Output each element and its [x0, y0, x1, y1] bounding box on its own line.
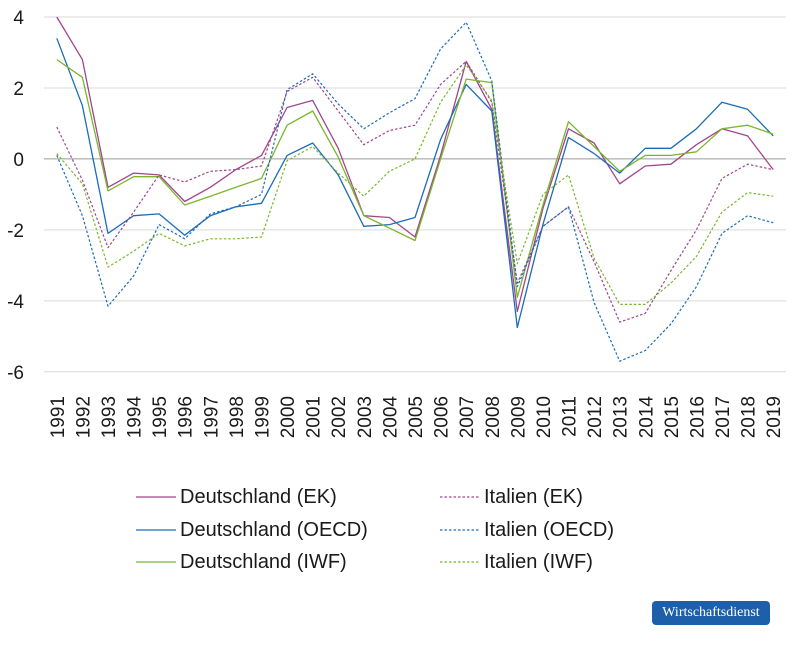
- x-tick-label: 2018: [739, 396, 760, 438]
- x-tick-label: 2019: [764, 396, 785, 438]
- x-tick-label: 1996: [176, 396, 197, 438]
- series-line-deutschland-oecd: [56, 38, 774, 329]
- x-tick-label: 2004: [380, 396, 401, 439]
- x-tick-label: 1993: [99, 396, 120, 438]
- x-tick-label: 2005: [406, 396, 427, 438]
- x-tick-label: 1992: [73, 396, 94, 438]
- y-tick-label: -2: [7, 221, 24, 242]
- y-tick-label: 4: [13, 8, 24, 29]
- x-tick-label: 1995: [150, 396, 171, 438]
- x-tick-label: 1998: [227, 396, 248, 438]
- x-tick-label: 2013: [611, 396, 632, 438]
- x-tick-label: 2015: [662, 396, 683, 438]
- series-line-italien-ek: [56, 60, 774, 323]
- legend: Deutschland (EK) Italien (EK) Deutschland …: [136, 486, 614, 573]
- x-tick-label: 2010: [534, 396, 555, 438]
- legend-label-italien-ek: Italien (EK): [484, 486, 583, 508]
- x-tick-label: 2001: [304, 396, 325, 438]
- x-tick-label: 1991: [48, 396, 69, 438]
- y-tick-label: 2: [13, 79, 24, 100]
- series-line-deutschland-iwf: [56, 59, 774, 298]
- gridlines: [44, 16, 786, 373]
- legend-label-deutschland-oecd: Deutschland (OECD): [180, 519, 368, 541]
- y-tick-label: 0: [13, 150, 24, 171]
- x-axis: 1991 1992 1993 1994 1995 1996 1997 1998 1999 2000…: [48, 396, 785, 439]
- x-tick-label: 1999: [252, 396, 273, 438]
- y-axis: -6 -4 -2 0 2 4: [7, 8, 24, 384]
- x-tick-label: 2002: [329, 396, 350, 438]
- legend-label-deutschland-ek: Deutschland (EK): [180, 486, 337, 508]
- source-badge: Wirtschaftsdienst: [652, 601, 770, 625]
- x-tick-label: 2003: [355, 396, 376, 438]
- series-line-italien-iwf: [56, 64, 774, 305]
- x-tick-label: 2007: [457, 396, 478, 438]
- series-line-italien-oecd: [56, 21, 774, 362]
- x-tick-label: 2012: [585, 396, 606, 438]
- x-tick-label: 2008: [483, 396, 504, 438]
- x-tick-label: 2014: [636, 396, 657, 439]
- x-tick-label: 2009: [508, 396, 529, 438]
- y-tick-label: -4: [7, 292, 24, 313]
- x-tick-label: 2011: [560, 396, 581, 437]
- legend-label-italien-oecd: Italien (OECD): [484, 519, 614, 541]
- x-tick-label: 2000: [278, 396, 299, 438]
- legend-label-italien-iwf: Italien (IWF): [484, 551, 593, 573]
- legend-label-deutschland-iwf: Deutschland (IWF): [180, 551, 347, 573]
- y-tick-label: -6: [7, 363, 24, 384]
- x-tick-label: 1997: [201, 396, 222, 438]
- x-tick-label: 2016: [687, 396, 708, 438]
- series-line-deutschland-ek: [56, 16, 774, 313]
- x-tick-label: 1994: [125, 396, 146, 439]
- x-tick-label: 2006: [432, 396, 453, 438]
- series-lines: [56, 16, 774, 362]
- x-tick-label: 2017: [713, 396, 734, 438]
